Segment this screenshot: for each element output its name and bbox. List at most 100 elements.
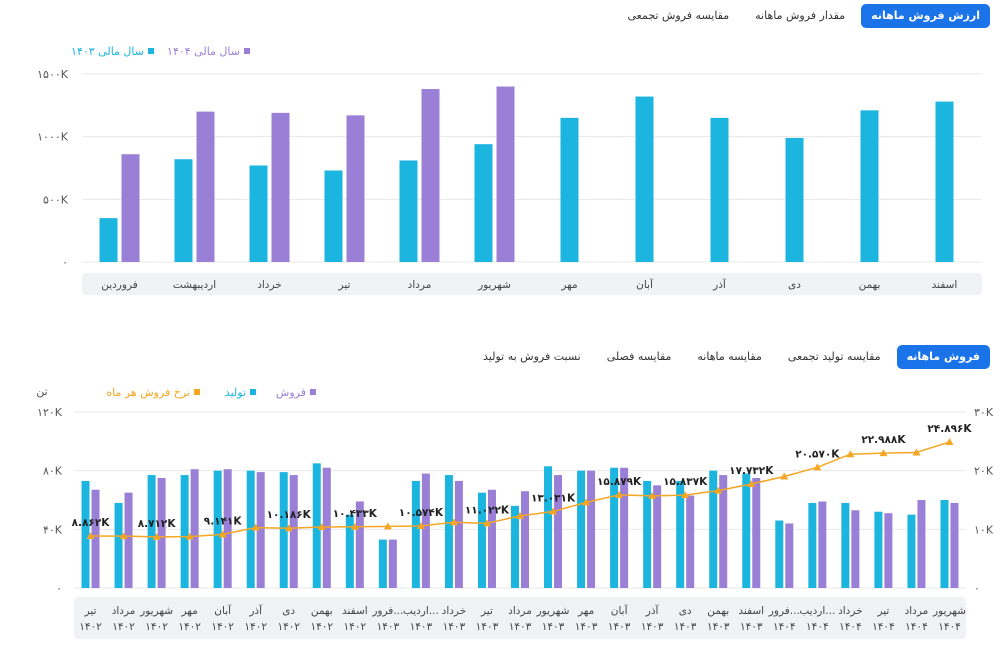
y-right-tick-label: ۱۰K (974, 523, 994, 536)
point-sales-rate (317, 522, 326, 530)
y-right-tick-label: ۳۰K (974, 406, 994, 419)
legend-label-1404: سال مالی ۱۴۰۴ (167, 45, 240, 58)
point-sales-rate (681, 491, 690, 499)
x-tick-label-month: اسفند (738, 605, 764, 617)
x-tick-label-year: ۱۴۰۴ (905, 621, 928, 633)
x-tick-label: دی (788, 279, 801, 291)
data-label-sales-rate: ۱۷.۷۳۲K (729, 465, 774, 477)
bar-sales (322, 467, 331, 588)
x-tick-label-month: آذر (645, 604, 660, 617)
point-sales-rate (549, 507, 558, 515)
tab-seasonal-comparison[interactable]: مقایسه فصلی (606, 350, 672, 363)
bar-1403 (174, 159, 193, 262)
x-tick-label-year: ۱۴۰۳ (740, 621, 763, 633)
x-tick-label-year: ۱۴۰۴ (938, 621, 961, 633)
bar-1403 (99, 218, 118, 262)
y-tick-label: ۱۵۰۰K (37, 68, 69, 81)
bar-sales (421, 473, 430, 588)
bar-sales (388, 539, 397, 588)
x-tick-label-year: ۱۴۰۲ (211, 621, 234, 633)
data-label-sales-rate: ۸.۸۶۲K (72, 517, 111, 529)
x-tick-label-month: مرداد (905, 605, 929, 617)
point-sales-rate (648, 491, 657, 499)
x-tick-label-month: فرور... (768, 605, 800, 617)
x-tick-label-month: مرداد (508, 605, 532, 617)
point-sales-rate (383, 522, 392, 530)
legend-swatch-sales-rate (194, 389, 200, 395)
x-tick-label-year: ۱۴۰۲ (112, 621, 135, 633)
x-tick-label-year: ۱۴۰۴ (773, 621, 796, 633)
bar-1403 (474, 144, 493, 262)
tab-monthly-sales-quantity[interactable]: مقدار فروش ماهانه (755, 9, 846, 22)
x-tick-label-month: بهمن (311, 605, 333, 617)
x-tick-label-year: ۱۴۰۳ (575, 621, 598, 633)
legend-swatch-1403 (148, 48, 154, 54)
x-tick-label-year: ۱۴۰۲ (310, 621, 333, 633)
bar-sales (884, 513, 893, 588)
x-tick-label: مهر (560, 279, 577, 291)
bar-sales (818, 501, 827, 588)
bar-sales (785, 523, 794, 588)
bar-1403 (785, 137, 804, 262)
bar-1404 (196, 111, 215, 262)
y-tick-label: ۵۰۰K (43, 193, 69, 206)
x-tick-label-month: آبان (611, 604, 629, 617)
x-tick-label-year: ۱۴۰۴ (872, 621, 895, 633)
x-tick-label-month: آبان (214, 604, 232, 617)
legend-swatch-1404 (244, 48, 250, 54)
tab-sales-to-production-ratio[interactable]: نسبت فروش به تولید (483, 350, 581, 363)
bar-production (577, 470, 586, 588)
point-sales-rate (86, 532, 95, 540)
bar-1403 (860, 110, 879, 262)
x-tick-label-year: ۱۴۰۲ (178, 621, 201, 633)
bar-sales (686, 495, 695, 588)
y-tick-label: ۰ (62, 256, 68, 269)
x-tick-label-month: دی (679, 605, 692, 617)
point-sales-rate (482, 519, 491, 527)
x-tick-label-month: دی (282, 605, 295, 617)
x-tick-label-month: تیر (84, 605, 97, 617)
x-tick-label-month: خرداد (838, 605, 863, 617)
bar-sales (851, 510, 860, 588)
data-label-sales-rate: ۲۲.۹۸۸K (861, 434, 906, 446)
point-sales-rate (945, 437, 954, 445)
tab-monthly-sales-value[interactable]: ارزش فروش ماهانه (861, 4, 990, 28)
x-tick-label-month: شهریور (536, 605, 570, 617)
x-tick-label-month: خرداد (442, 605, 467, 617)
bar-production (808, 502, 817, 588)
y-left-tick-label: ۱۲۰K (37, 406, 63, 419)
point-sales-rate (185, 532, 194, 540)
tab-cumulative-sales-comparison[interactable]: مقایسه فروش تجمعی (627, 9, 730, 22)
bar-1404 (121, 154, 140, 262)
bar-sales (190, 469, 199, 588)
x-tick-label-month: مهر (180, 605, 197, 617)
legend-swatch-production (250, 389, 256, 395)
bar-1404 (271, 112, 290, 262)
tab-monthly-comparison[interactable]: مقایسه ماهانه (697, 350, 762, 363)
bar-sales (223, 469, 232, 588)
point-sales-rate (615, 490, 624, 498)
x-tick-label-month: شهریور (932, 605, 966, 617)
bar-production (312, 463, 321, 588)
bar-sales (554, 475, 563, 588)
bar-sales (620, 467, 629, 588)
x-tick-label: آبان (636, 278, 654, 291)
bar-production (907, 514, 916, 588)
legend-label-sales-rate: نرخ فروش هر ماه (106, 386, 190, 399)
bar-production (279, 472, 288, 588)
bar-sales (587, 470, 596, 588)
point-sales-rate (780, 472, 789, 480)
data-label-sales-rate: ۱۰.۱۸۶K (267, 509, 312, 521)
x-tick-label-year: ۱۴۰۲ (277, 621, 300, 633)
y-right-tick-label: ۲۰K (974, 465, 994, 478)
x-tick-label: فروردین (101, 279, 138, 291)
x-tick-label: آذر (712, 278, 727, 291)
tab-monthly-sales[interactable]: فروش ماهانه (896, 345, 990, 369)
bar-sales (487, 489, 496, 588)
data-label-sales-rate: ۲۴.۸۹۶K (927, 423, 972, 435)
tab-cumulative-production-comparison[interactable]: مقایسه تولید تجمعی (787, 350, 881, 363)
x-tick-label-year: ۱۴۰۳ (443, 621, 466, 633)
x-tick-label-year: ۱۴۰۳ (377, 621, 400, 633)
data-label-sales-rate: ۱۵.۸۳۷K (663, 476, 708, 488)
